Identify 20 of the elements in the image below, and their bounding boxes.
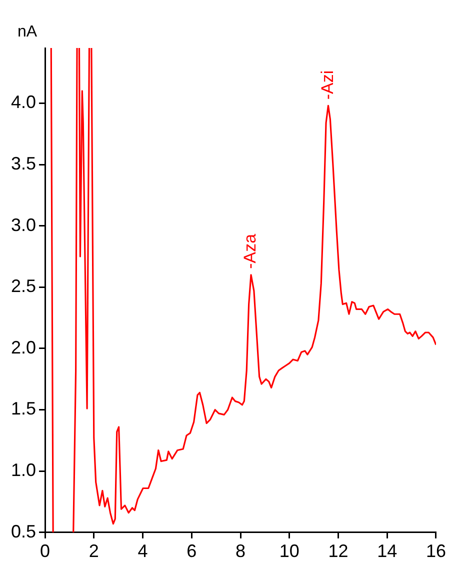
y-axis-title: nA xyxy=(17,23,38,40)
y-tick-label: 3.0 xyxy=(10,214,36,235)
y-tick-label: 4.0 xyxy=(10,92,36,112)
x-tick-label: 4 xyxy=(138,541,148,562)
annotation: -Aza xyxy=(240,233,260,269)
y-tick-label: 0.5 xyxy=(10,521,36,542)
y-tick-label: 2.0 xyxy=(10,337,36,358)
y-tick-label: 3.5 xyxy=(10,153,36,174)
y-tick-label: 1.5 xyxy=(10,398,36,419)
annotation: -Azi xyxy=(318,70,337,100)
x-tick-label: 16 xyxy=(426,541,446,562)
x-tick-label: 2 xyxy=(88,541,99,562)
x-tick-label: 8 xyxy=(236,541,246,562)
x-tick-label: 12 xyxy=(328,541,348,562)
y-tick-label: 1.0 xyxy=(10,460,36,480)
x-tick-label: 14 xyxy=(377,541,398,562)
x-tick-label: 6 xyxy=(186,541,197,562)
x-tick-label: 0 xyxy=(40,541,50,562)
y-tick-label: 2.5 xyxy=(10,276,36,296)
x-tick-label: 10 xyxy=(279,541,300,562)
